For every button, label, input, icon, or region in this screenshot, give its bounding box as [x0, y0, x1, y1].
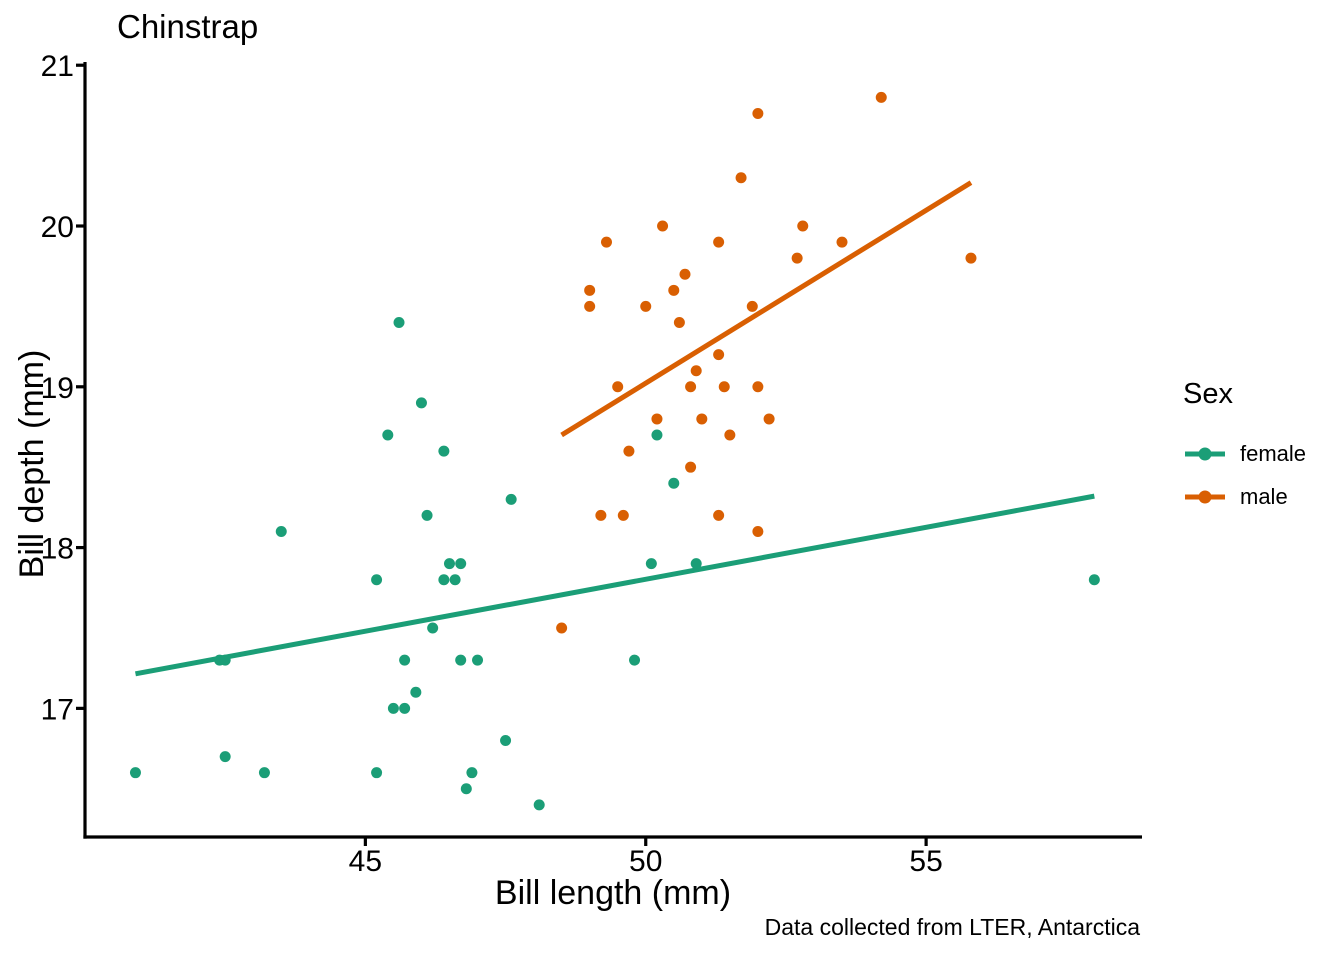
chart-title: Chinstrap	[117, 8, 259, 45]
data-point-female	[371, 574, 383, 586]
data-point-male	[746, 300, 758, 312]
y-tick-label: 21	[41, 50, 74, 83]
data-point-male	[791, 252, 803, 264]
data-point-male	[623, 445, 635, 457]
x-tick-label: 55	[909, 845, 942, 878]
data-point-female	[505, 493, 517, 505]
data-point-male	[673, 316, 685, 328]
data-point-male	[612, 381, 624, 393]
data-point-male	[718, 381, 730, 393]
data-point-female	[387, 702, 399, 714]
data-point-female	[393, 316, 405, 328]
x-axis-title: Bill length (mm)	[494, 874, 732, 912]
data-point-female	[533, 799, 545, 811]
data-point-male	[735, 172, 747, 184]
data-point-female	[438, 574, 450, 586]
y-tick-label: 20	[41, 211, 74, 244]
data-point-female	[443, 558, 455, 570]
data-point-male	[763, 413, 775, 425]
data-point-male	[724, 429, 736, 441]
data-point-male	[752, 381, 764, 393]
x-tick-label: 45	[349, 845, 382, 878]
data-point-male	[679, 268, 691, 280]
data-point-female	[645, 558, 657, 570]
data-point-male	[965, 252, 977, 264]
legend-key-female-icon	[1185, 447, 1225, 461]
y-tick-label: 18	[41, 533, 74, 566]
data-point-male	[797, 220, 809, 232]
legend-label-male: male	[1240, 484, 1288, 509]
data-point-male	[668, 284, 680, 296]
legend-item-female: female	[1183, 441, 1344, 467]
data-point-female	[1088, 574, 1100, 586]
data-point-male	[875, 91, 887, 103]
data-point-female	[399, 654, 411, 666]
trendline-female	[135, 493, 1095, 677]
data-point-female	[129, 767, 141, 779]
data-point-female	[415, 397, 427, 409]
data-point-male	[696, 413, 708, 425]
data-point-male	[836, 236, 848, 248]
data-point-female	[275, 526, 287, 538]
data-point-male	[595, 509, 607, 521]
data-point-female	[460, 783, 472, 795]
data-point-female	[438, 445, 450, 457]
data-point-female	[258, 767, 270, 779]
x-tick-label: 50	[629, 845, 662, 878]
data-point-female	[472, 654, 484, 666]
data-point-female	[690, 558, 702, 570]
legend-label-female: female	[1240, 441, 1307, 466]
data-point-male	[584, 284, 596, 296]
data-point-male	[651, 413, 663, 425]
data-point-male	[640, 300, 652, 312]
data-point-male	[685, 381, 697, 393]
data-point-male	[657, 220, 669, 232]
data-point-male	[685, 461, 697, 473]
data-point-male	[752, 526, 764, 538]
chart-caption: Data collected from LTER, Antarctica	[764, 914, 1140, 940]
data-point-female	[455, 558, 467, 570]
data-point-female	[399, 702, 411, 714]
data-point-female	[629, 654, 641, 666]
data-point-male	[617, 509, 629, 521]
data-point-male	[713, 236, 725, 248]
data-point-female	[455, 654, 467, 666]
data-point-male	[690, 365, 702, 377]
data-point-female	[219, 751, 231, 763]
legend-title: Sex	[1183, 378, 1233, 410]
data-point-male	[713, 349, 725, 361]
data-point-female	[668, 477, 680, 489]
legend-key-male-icon	[1185, 490, 1225, 504]
data-point-female	[421, 509, 433, 521]
data-point-male	[556, 622, 568, 634]
data-point-female	[466, 767, 478, 779]
legend-item-male: male	[1183, 484, 1344, 510]
y-tick-label: 17	[41, 693, 74, 726]
data-point-female	[500, 735, 512, 747]
trendline-male	[560, 180, 973, 438]
data-point-female	[651, 429, 663, 441]
legend: Sex female male	[1183, 380, 1344, 527]
data-point-female	[382, 429, 394, 441]
y-tick-label: 19	[41, 372, 74, 405]
data-point-male	[600, 236, 612, 248]
data-point-female	[219, 654, 231, 666]
data-point-male	[752, 107, 764, 119]
data-point-female	[449, 574, 461, 586]
data-point-male	[713, 509, 725, 521]
data-point-female	[410, 686, 422, 698]
data-point-female	[427, 622, 439, 634]
data-point-male	[584, 300, 596, 312]
data-point-female	[371, 767, 383, 779]
